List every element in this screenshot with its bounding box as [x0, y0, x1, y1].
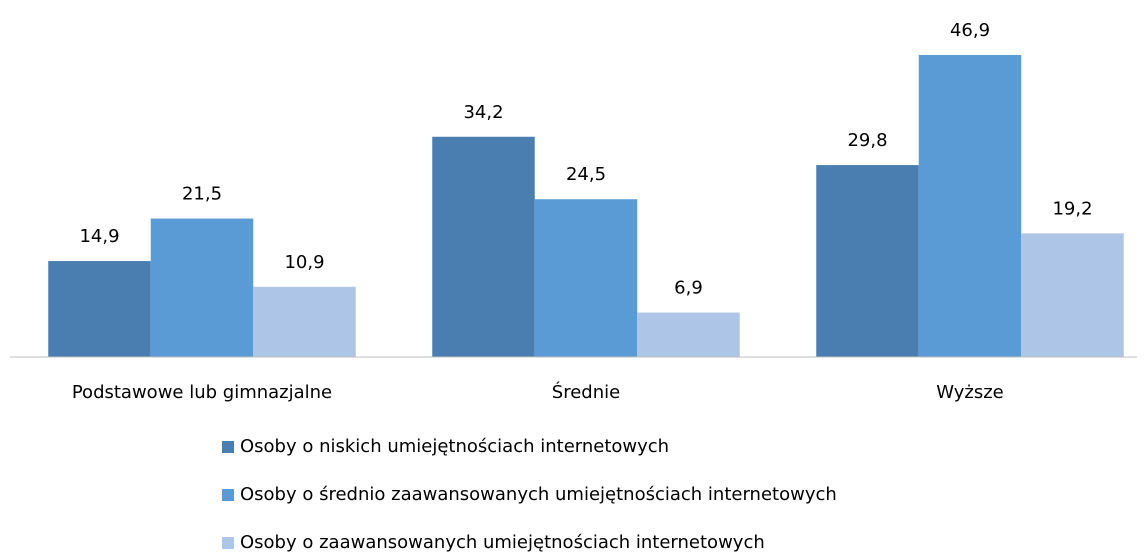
bar	[918, 54, 1022, 358]
bar	[48, 261, 151, 357]
data-label: 19,2	[1052, 198, 1092, 219]
data-label: 46,9	[950, 20, 990, 41]
legend-label: Osoby o niskich umiejętnościach internet…	[240, 436, 669, 457]
data-label: 6,9	[674, 278, 703, 299]
bar	[816, 165, 919, 357]
data-label: 29,8	[847, 130, 887, 151]
legend-label: Osoby o zaawansowanych umiejętnościach i…	[240, 532, 765, 553]
data-label: 34,2	[463, 102, 503, 123]
x-tick-label: Wyższe	[936, 382, 1003, 403]
data-label: 24,5	[566, 164, 606, 185]
data-label: 21,5	[182, 184, 222, 205]
bar	[637, 312, 740, 357]
bar	[432, 136, 535, 357]
bar	[1021, 233, 1124, 357]
bar	[534, 199, 638, 357]
bar	[253, 286, 356, 357]
legend-swatch	[222, 537, 234, 549]
x-tick-label: Podstawowe lub gimnazjalne	[72, 382, 332, 403]
data-label: 10,9	[284, 252, 324, 273]
legend-swatch	[222, 489, 234, 501]
legend-swatch	[222, 441, 234, 453]
legend-label: Osoby o średnio zaawansowanych umiejętno…	[240, 484, 837, 505]
data-label: 14,9	[79, 226, 119, 247]
bar	[150, 218, 254, 357]
x-tick-label: Średnie	[552, 381, 620, 403]
